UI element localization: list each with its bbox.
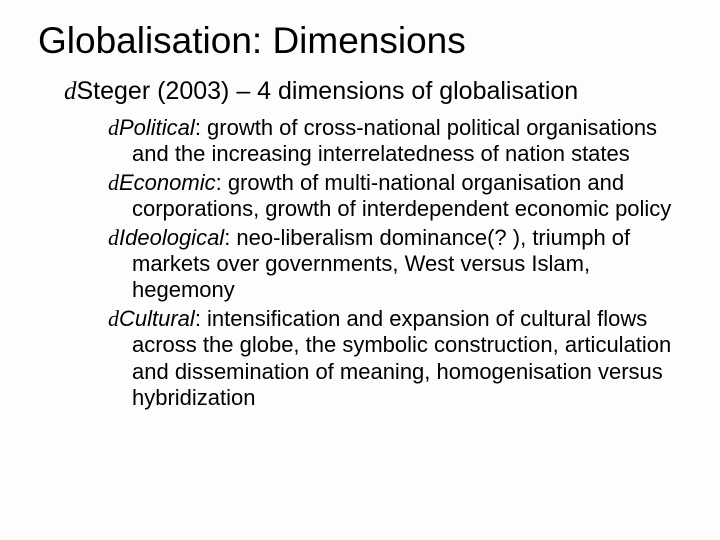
level1-item: dSteger (2003) – 4 dimensions of globali… <box>64 76 676 107</box>
item-desc: : growth of cross-national political org… <box>132 115 657 166</box>
level2-item: dCultural: intensification and expansion… <box>108 306 676 412</box>
level2-item: dPolitical: growth of cross-national pol… <box>108 115 676 168</box>
item-desc: : intensification and expansion of cultu… <box>132 306 671 410</box>
level2-item: dIdeological: neo-liberalism dominance(?… <box>108 225 676 304</box>
bullet-icon: d <box>64 78 77 105</box>
item-label: Economic <box>119 170 216 195</box>
bullet-icon: d <box>108 115 119 140</box>
slide-content: Globalisation: Dimensions dSteger (2003)… <box>0 0 720 433</box>
level1-text: Steger (2003) – 4 dimensions of globalis… <box>77 77 579 105</box>
item-label: Political <box>119 115 195 140</box>
item-label: Cultural <box>119 306 195 331</box>
bullet-icon: d <box>108 306 119 331</box>
item-label: Ideological <box>119 225 224 250</box>
page-title: Globalisation: Dimensions <box>38 20 676 62</box>
bullet-icon: d <box>108 225 119 250</box>
level2-item: dEconomic: growth of multi-national orga… <box>108 170 676 223</box>
bullet-icon: d <box>108 170 119 195</box>
